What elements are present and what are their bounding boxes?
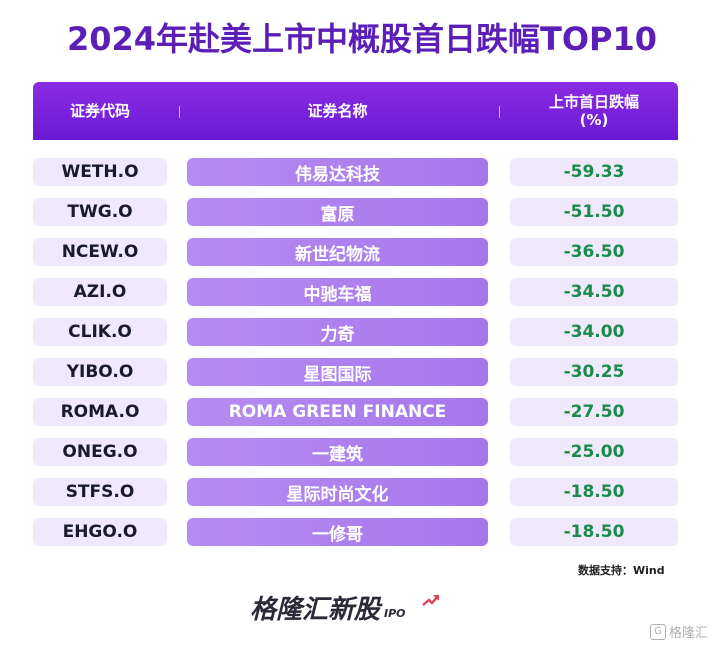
table-row: STFS.O 星际时尚文化 -18.50 xyxy=(0,478,724,506)
stock-code: ROMA.O xyxy=(33,398,167,426)
stock-code: CLIK.O xyxy=(33,318,167,346)
stock-name: 富原 xyxy=(187,198,488,226)
header-divider xyxy=(179,106,180,118)
stock-code: WETH.O xyxy=(33,158,167,186)
brand-logo: 格隆汇新股 IPO xyxy=(250,590,439,626)
stock-name: 中驰车福 xyxy=(187,278,488,306)
data-source: 数据支持：Wind xyxy=(578,564,665,577)
stock-code: ONEG.O xyxy=(33,438,167,466)
table-header: 证券代码 证券名称 上市首日跌幅 (%) xyxy=(33,82,678,140)
first-day-change: -36.50 xyxy=(510,238,678,266)
stock-code: AZI.O xyxy=(33,278,167,306)
stock-name: 星际时尚文化 xyxy=(187,478,488,506)
watermark-logo-icon: G xyxy=(650,623,666,640)
table-row: TWG.O 富原 -51.50 xyxy=(0,198,724,226)
stock-name: 新世纪物流 xyxy=(187,238,488,266)
header-code: 证券代码 xyxy=(69,102,130,120)
table-row: WETH.O 伟易达科技 -59.33 xyxy=(0,158,724,186)
table-row: YIBO.O 星图国际 -30.25 xyxy=(0,358,724,386)
header-divider xyxy=(499,106,500,118)
table-row: ONEG.O 一建筑 -25.00 xyxy=(0,438,724,466)
table-row: NCEW.O 新世纪物流 -36.50 xyxy=(0,238,724,266)
first-day-change: -34.00 xyxy=(510,318,678,346)
brand-tag: IPO xyxy=(384,607,406,620)
first-day-change: -18.50 xyxy=(510,518,678,546)
stock-code: STFS.O xyxy=(33,478,167,506)
table-row: CLIK.O 力奇 -34.00 xyxy=(0,318,724,346)
header-change-label: 上市首日跌幅 xyxy=(548,93,639,111)
first-day-change: -59.33 xyxy=(510,158,678,186)
first-day-change: -34.50 xyxy=(510,278,678,306)
stock-name: 一建筑 xyxy=(187,438,488,466)
watermark-text: 格隆汇 xyxy=(669,626,709,641)
header-change-unit: (%) xyxy=(579,111,609,129)
table-row: AZI.O 中驰车福 -34.50 xyxy=(0,278,724,306)
stock-name: 一修哥 xyxy=(187,518,488,546)
watermark: G 格隆汇 xyxy=(650,622,708,641)
table-row: EHGO.O 一修哥 -18.50 xyxy=(0,518,724,546)
brand-name: 格隆汇新股 xyxy=(250,595,381,625)
stock-code: YIBO.O xyxy=(33,358,167,386)
stock-code: TWG.O xyxy=(33,198,167,226)
first-day-change: -25.00 xyxy=(510,438,678,466)
stock-name: 星图国际 xyxy=(187,358,488,386)
chart-title: 2024年赴美上市中概股首日跌幅TOP10 xyxy=(66,20,658,58)
stock-name: ROMA GREEN FINANCE xyxy=(187,398,488,426)
stock-name: 伟易达科技 xyxy=(187,158,488,186)
first-day-change: -18.50 xyxy=(510,478,678,506)
first-day-change: -51.50 xyxy=(510,198,678,226)
table-row: ROMA.O ROMA GREEN FINANCE -27.50 xyxy=(0,398,724,426)
stock-code: EHGO.O xyxy=(33,518,167,546)
stock-code: NCEW.O xyxy=(33,238,167,266)
header-change: 上市首日跌幅 (%) xyxy=(510,82,678,140)
header-name: 证券名称 xyxy=(307,102,368,120)
first-day-change: -27.50 xyxy=(510,398,678,426)
first-day-change: -30.25 xyxy=(510,358,678,386)
trend-arrow-icon xyxy=(422,595,439,606)
stock-name: 力奇 xyxy=(187,318,488,346)
